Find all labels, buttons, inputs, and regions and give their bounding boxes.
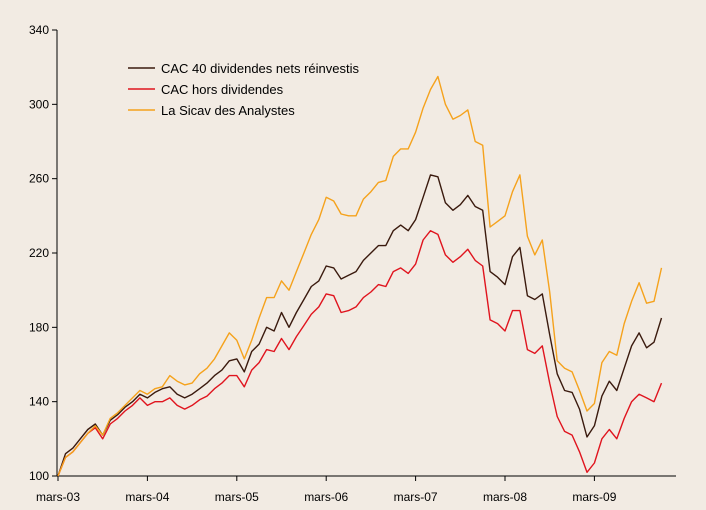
legend-label-2: CAC hors dividendes (161, 82, 284, 97)
y-tick-label: 260 (29, 172, 49, 186)
y-tick-label: 140 (29, 395, 49, 409)
x-tick-label: mars-09 (572, 490, 616, 504)
x-tick-label: mars-05 (215, 490, 259, 504)
legend-label-1: CAC 40 dividendes nets réinvestis (161, 61, 359, 76)
y-tick-label: 180 (29, 320, 49, 334)
series-line-1 (57, 174, 663, 477)
y-tick-label: 340 (29, 23, 49, 37)
legend-label-3: La Sicav des Analystes (161, 103, 295, 118)
x-tick-label: mars-08 (483, 490, 527, 504)
y-tick-label: 100 (29, 469, 49, 483)
x-tick-label: mars-07 (394, 490, 438, 504)
y-tick-label: 300 (29, 97, 49, 111)
series-line-2 (57, 229, 663, 477)
y-tick-label: 220 (29, 246, 49, 260)
x-tick-label: mars-06 (304, 490, 348, 504)
series-line-3 (57, 75, 663, 477)
x-tick-label: mars-03 (36, 490, 80, 504)
x-tick-label: mars-04 (125, 490, 169, 504)
